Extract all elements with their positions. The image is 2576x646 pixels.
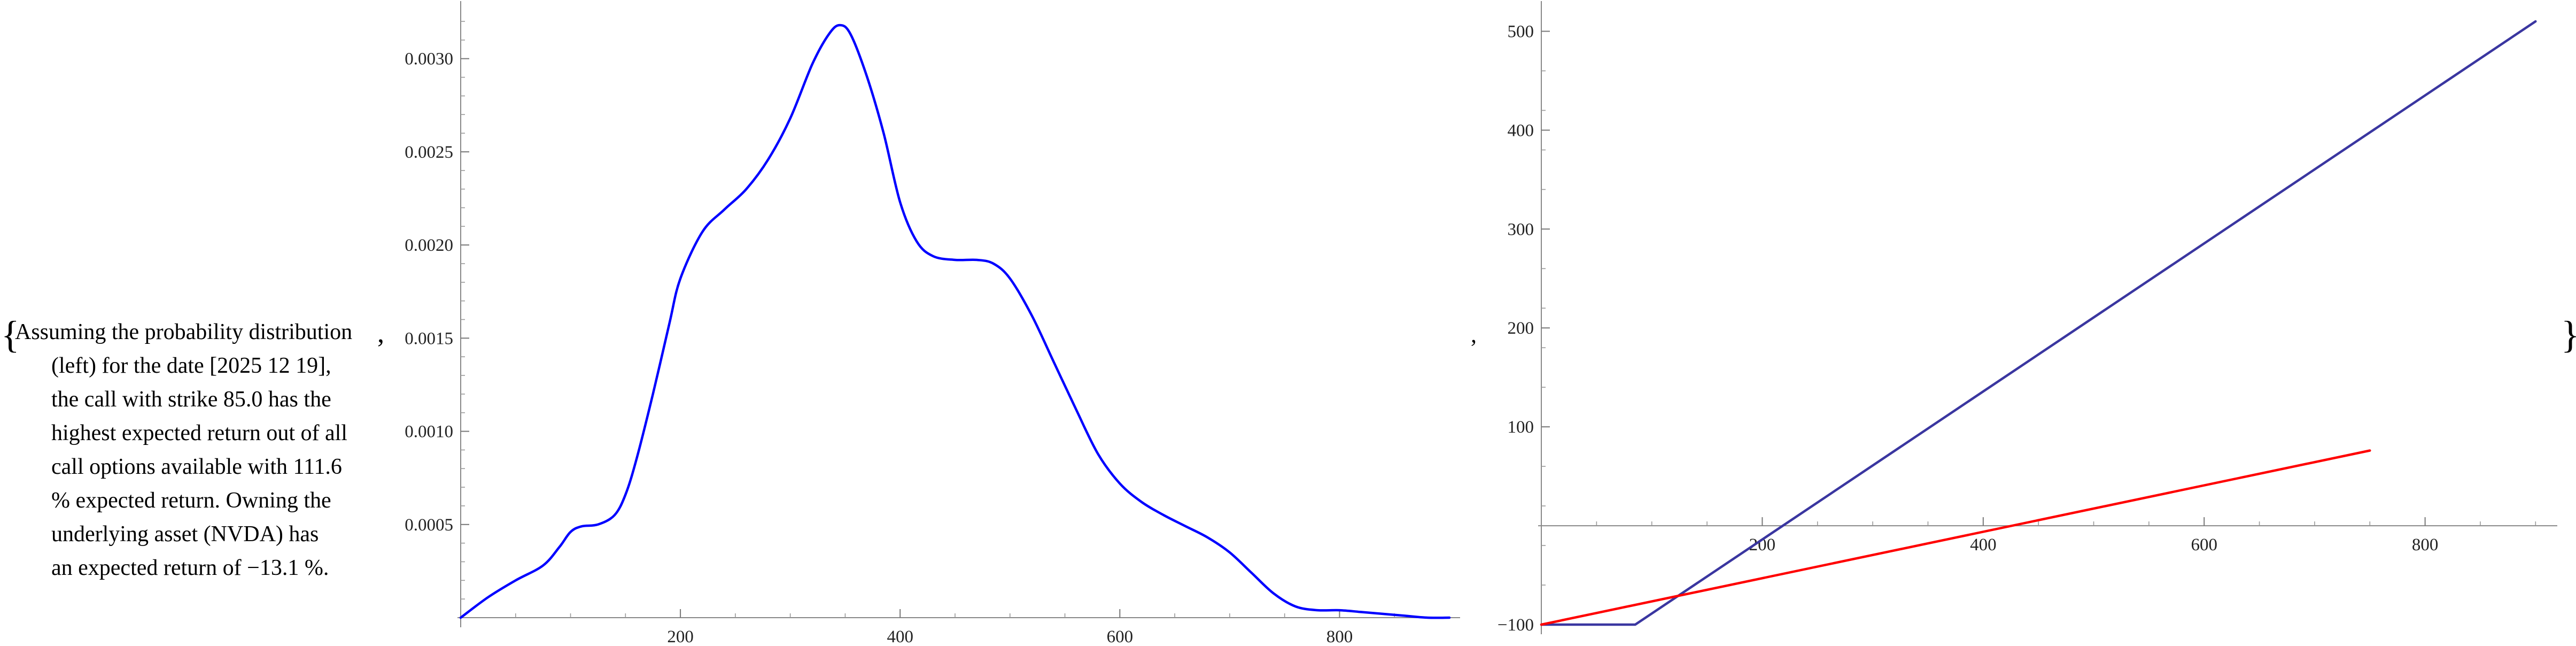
separator-comma-1: , xyxy=(377,318,384,349)
density-x-tick-label: 400 xyxy=(887,627,913,646)
payoff-x-tick-label: 600 xyxy=(2191,535,2217,555)
explanation-text: Assuming the probability distribution (l… xyxy=(15,320,352,580)
payoff-series-line-1 xyxy=(1540,20,2537,626)
payoff-y-tick-label: −100 xyxy=(1498,616,1534,635)
payoff-x-tick-label: 400 xyxy=(1970,535,1997,555)
open-brace: { xyxy=(1,313,20,356)
payoff-series-line-2 xyxy=(1540,449,2371,626)
density-series-line-1 xyxy=(459,24,1451,619)
payoff-x-tick-label: 800 xyxy=(2412,535,2439,555)
density-ticks: 200 400 600 800 0.0005 0.0010 0.0015 0.0020 0.00… xyxy=(405,21,1395,646)
density-y-tick-label: 0.0020 xyxy=(405,236,453,255)
separator-comma-2: , xyxy=(1471,321,1477,348)
payoff-y-tick-label: 200 xyxy=(1508,319,1534,338)
density-y-tick-label: 0.0005 xyxy=(405,516,453,535)
explanation-line-6: % expected return. Owning the xyxy=(51,488,331,513)
density-x-tick-label: 800 xyxy=(1326,627,1353,646)
density-axes xyxy=(457,1,1460,627)
explanation-line-3: the call with strike 85.0 has the xyxy=(51,387,331,412)
explanation-line-8: an expected return of −13.1 %. xyxy=(51,556,329,580)
payoff-y-tick-label: 100 xyxy=(1508,418,1534,437)
density-y-tick-label: 0.0010 xyxy=(405,422,453,442)
density-series xyxy=(459,24,1451,619)
explanation-line-1: Assuming the probability distribution xyxy=(15,320,352,344)
explanation-line-7: underlying asset (NVDA) has xyxy=(51,522,319,547)
density-y-tick-label: 0.0025 xyxy=(405,143,453,162)
payoff-y-tick-label: 300 xyxy=(1508,220,1534,239)
explanation-line-5: call options available with 111.6 xyxy=(51,455,342,479)
density-y-tick-label: 0.0030 xyxy=(405,50,453,69)
close-brace: } xyxy=(2561,313,2576,356)
payoff-axes xyxy=(1538,1,2557,634)
density-y-tick-label: 0.0015 xyxy=(405,329,453,348)
density-x-tick-label: 200 xyxy=(667,627,694,646)
explanation-line-2: (left) for the date [2025 12 19], xyxy=(51,353,331,378)
density-x-tick-label: 600 xyxy=(1107,627,1134,646)
payoff-y-tick-label: 400 xyxy=(1508,121,1534,140)
payoff-series xyxy=(1540,20,2537,626)
explanation-line-4: highest expected return out of all xyxy=(51,421,347,445)
probability-density-chart: 200 400 600 800 0.0005 0.0010 0.0015 0.0020 0.00… xyxy=(405,1,1460,646)
payoff-y-tick-label: 500 xyxy=(1508,22,1534,41)
